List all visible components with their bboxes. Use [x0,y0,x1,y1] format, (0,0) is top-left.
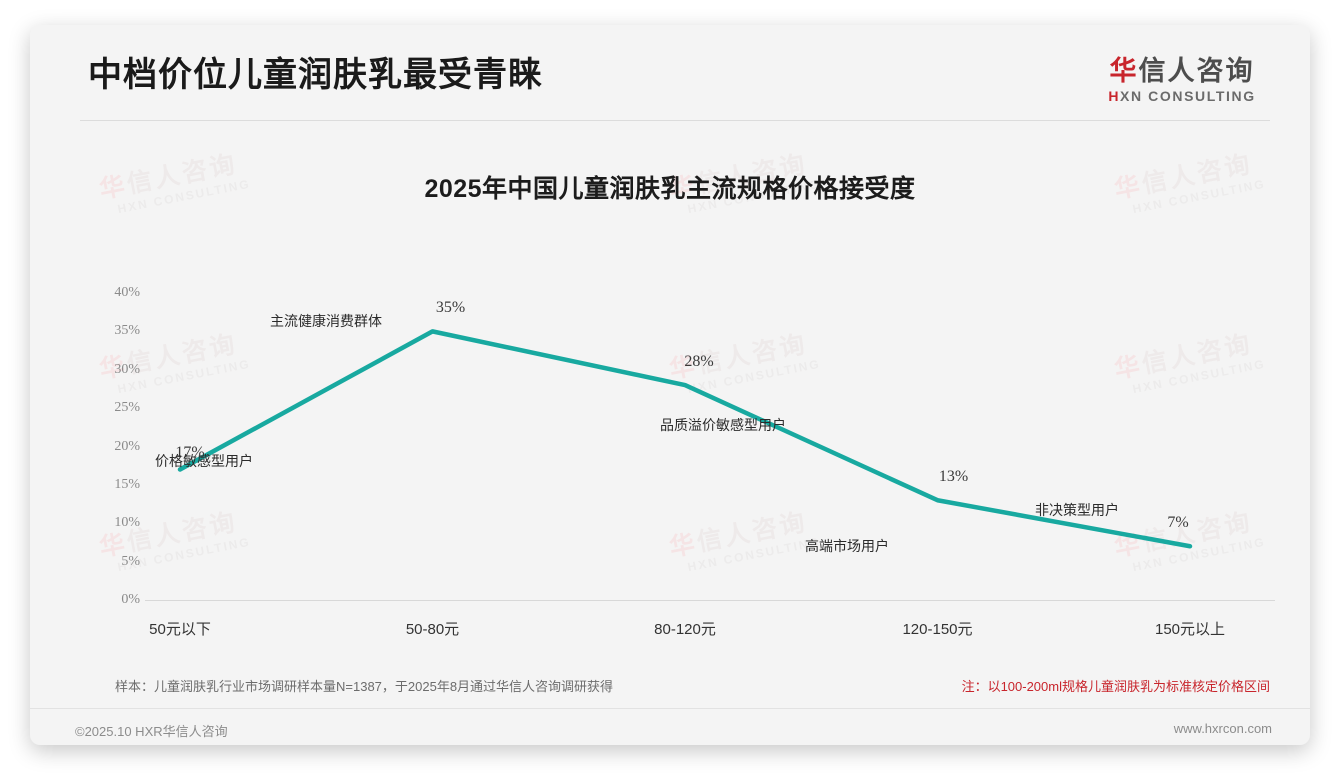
notes-row: 样本：儿童润肤乳行业市场调研样本量N=1387，于2025年8月通过华信人咨询调… [30,666,1310,708]
y-axis-tick: 40% [114,285,140,300]
y-axis: 40% 35% 30% 25% 20% 15% 10% 5% 0% [50,121,140,666]
x-axis-tick: 150元以上 [1154,621,1226,638]
data-label: 35% [435,299,466,317]
sample-note: 样本：儿童润肤乳行业市场调研样本量N=1387，于2025年8月通过华信人咨询调… [115,679,614,694]
chart-container: 华信人咨询 HXN CONSULTING 华信人咨询 HXN CONSULTING 华信… [30,121,1310,666]
y-axis-tick: 25% [114,400,140,416]
y-axis-tick: 35% [114,323,140,339]
data-label: 28% [684,353,714,371]
slide-header: 中档价位儿童润肤乳最受青睐 华信人咨询 HXN CONSULTING [30,25,1310,121]
logo-cn-rest: 信人咨询 [1138,56,1255,86]
x-axis-tick: 50-80元 [405,621,460,638]
data-label: 17% [175,443,205,461]
y-axis-tick: 0% [121,592,140,607]
data-label: 7% [1167,514,1189,532]
y-axis-tick: 30% [114,361,140,377]
footer-divider [30,708,1310,709]
chart-annotation: 主流健康消费群体 [270,313,382,329]
line-series [177,329,1193,549]
logo-h-char: H [1108,88,1121,105]
series-line [177,329,1193,549]
y-axis-tick: 15% [114,476,140,492]
page-title: 中档价位儿童润肤乳最受青睐 [88,56,543,94]
methodology-note: 注：以100-200ml规格儿童润肤乳为标准核定价格区间 [961,679,1270,694]
brand-logo: 华信人咨询 HXN CONSULTING [1092,57,1272,105]
plot-area: 40% 35% 30% 25% 20% 15% 10% 5% 0% 50元以下 50-80元 80-… [30,121,1310,666]
copyright-text: ©2025.10 HXR华信人咨询 [75,724,228,739]
slide-card: 中档价位儿童润肤乳最受青睐 华信人咨询 HXN CONSULTING 华信人咨询… [30,25,1310,745]
chart-annotation: 非决策型用户 [1035,502,1119,518]
website-text: www.hxrcon.com [1173,721,1272,736]
x-axis-line [145,600,1275,601]
x-axis-tick: 120-150元 [902,621,973,638]
data-label: 13% [938,468,969,486]
chart-annotation: 品质溢价敏感型用户 [660,417,786,433]
header-divider [80,120,1270,121]
slide-footer: ©2025.10 HXR华信人咨询 www.hxrcon.com [30,709,1310,745]
y-axis-tick: 10% [114,515,140,531]
chart-title: 2025年中国儿童润肤乳主流规格价格接受度 [424,175,916,203]
logo-english-text: HXN CONSULTING [1092,88,1272,104]
y-axis-tick: 5% [121,553,140,569]
chart-annotation: 高端市场用户 [805,538,889,554]
logo-en-rest: XN CONSULTING [1120,88,1256,105]
logo-chinese-text: 华信人咨询 [1092,57,1272,85]
logo-hua-char: 华 [1109,56,1139,86]
x-axis-tick: 80-120元 [654,621,716,638]
x-axis-tick: 50元以下 [149,621,211,638]
y-axis-tick: 20% [114,438,140,454]
chart-annotation: 价格敏感型用户 [155,453,253,469]
